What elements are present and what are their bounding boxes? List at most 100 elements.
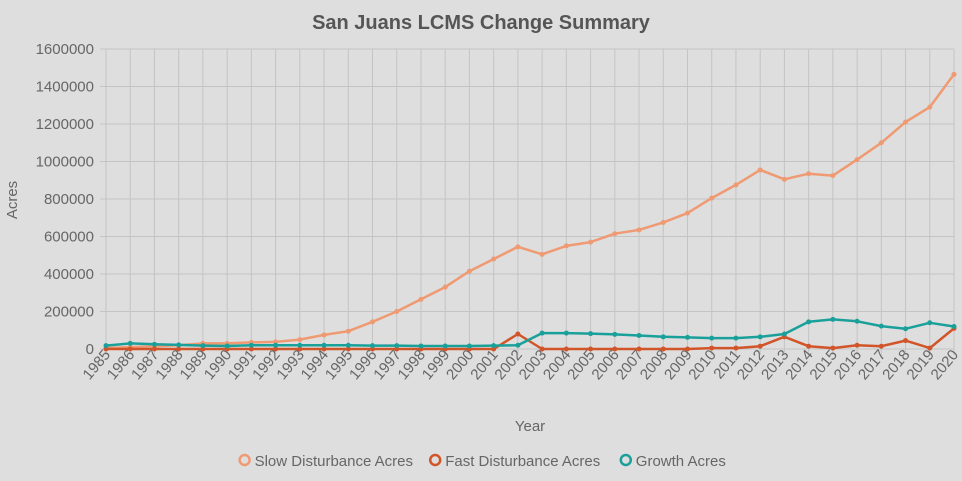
data-point	[903, 326, 909, 332]
data-point	[757, 343, 763, 349]
data-point	[224, 343, 230, 349]
legend-item: Growth Acres	[619, 453, 726, 470]
data-point	[588, 346, 594, 352]
legend-marker	[238, 453, 251, 467]
data-point	[733, 335, 739, 341]
data-point	[418, 343, 424, 349]
data-point	[733, 345, 739, 351]
data-point	[830, 173, 836, 179]
data-point	[151, 341, 157, 347]
data-point	[927, 320, 933, 326]
legend-item: Fast Disturbance Acres	[428, 453, 600, 470]
data-point	[515, 342, 521, 348]
data-point	[612, 231, 618, 237]
data-point	[806, 343, 812, 349]
data-point	[273, 342, 279, 348]
y-axis-ticks: 0 200000 400000 600000 800000 1000000 1200000 1…	[36, 41, 94, 358]
x-tick-label: 2020	[928, 347, 962, 383]
data-point	[370, 319, 376, 325]
x-axis-ticks: 1985198619871988198919901991199219931994…	[80, 347, 962, 383]
legend-item: Slow Disturbance Acres	[238, 453, 413, 470]
data-point	[636, 333, 642, 338]
data-point	[830, 316, 836, 322]
data-point	[660, 334, 666, 340]
y-tick-label: 800000	[44, 191, 94, 208]
y-tick-label: 400000	[44, 266, 94, 283]
data-point	[806, 171, 812, 177]
data-point	[757, 167, 763, 173]
legend-label: Growth Acres	[636, 453, 726, 470]
data-point	[515, 331, 521, 337]
data-point	[684, 210, 690, 216]
series-growth-acres	[103, 316, 957, 349]
legend-label: Slow Disturbance Acres	[255, 453, 413, 470]
data-point	[176, 346, 182, 352]
data-point	[709, 335, 715, 341]
y-tick-label: 1000000	[36, 154, 94, 171]
series-slow-disturbance-acres	[103, 71, 957, 351]
y-tick-label: 200000	[44, 304, 94, 321]
data-point	[563, 243, 569, 249]
series-fast-disturbance-acres	[103, 325, 957, 352]
data-point	[345, 342, 351, 348]
data-point	[466, 268, 472, 274]
data-point	[539, 330, 545, 336]
data-point	[806, 319, 812, 325]
data-point	[491, 256, 497, 262]
data-point	[563, 330, 569, 336]
grid	[100, 48, 955, 355]
data-point	[854, 157, 860, 163]
data-point	[927, 104, 933, 110]
legend-marker	[619, 453, 633, 467]
data-point	[612, 331, 618, 337]
data-point	[176, 342, 182, 348]
data-point	[951, 324, 957, 329]
series-line	[104, 73, 956, 350]
data-point	[297, 337, 303, 343]
y-axis-title: Acres	[4, 181, 21, 219]
data-point	[466, 343, 472, 349]
data-point	[684, 346, 690, 352]
data-point	[345, 346, 351, 352]
data-point	[370, 343, 376, 349]
data-point	[733, 182, 739, 188]
data-point	[854, 318, 860, 324]
y-tick-label: 1600000	[36, 41, 94, 58]
data-point	[442, 284, 448, 290]
data-point	[127, 340, 133, 346]
data-point	[321, 342, 327, 348]
data-point	[345, 328, 351, 334]
data-point	[200, 343, 206, 349]
data-point	[321, 346, 327, 352]
data-point	[151, 346, 157, 352]
series-lines	[103, 71, 957, 352]
data-point	[757, 334, 763, 340]
y-tick-label: 0	[86, 341, 94, 358]
data-point	[878, 343, 884, 349]
data-point	[588, 239, 594, 245]
series-line	[104, 318, 956, 348]
series-line	[104, 327, 956, 351]
y-tick-label: 1400000	[36, 79, 94, 96]
data-point	[878, 323, 884, 329]
data-point	[418, 296, 424, 302]
data-point	[660, 219, 666, 225]
data-point	[539, 251, 545, 257]
y-tick-label: 600000	[44, 229, 94, 246]
data-point	[491, 343, 497, 349]
data-point	[127, 346, 133, 352]
data-point	[878, 140, 884, 146]
data-point	[515, 244, 521, 250]
data-point	[248, 346, 254, 352]
data-point	[297, 346, 303, 352]
legend-label: Fast Disturbance Acres	[445, 453, 600, 470]
data-point	[903, 119, 909, 125]
data-point	[781, 176, 787, 182]
data-point	[563, 346, 569, 352]
data-point	[903, 338, 909, 344]
data-point	[684, 334, 690, 340]
data-point	[927, 345, 933, 351]
y-tick-label: 1200000	[36, 116, 94, 133]
